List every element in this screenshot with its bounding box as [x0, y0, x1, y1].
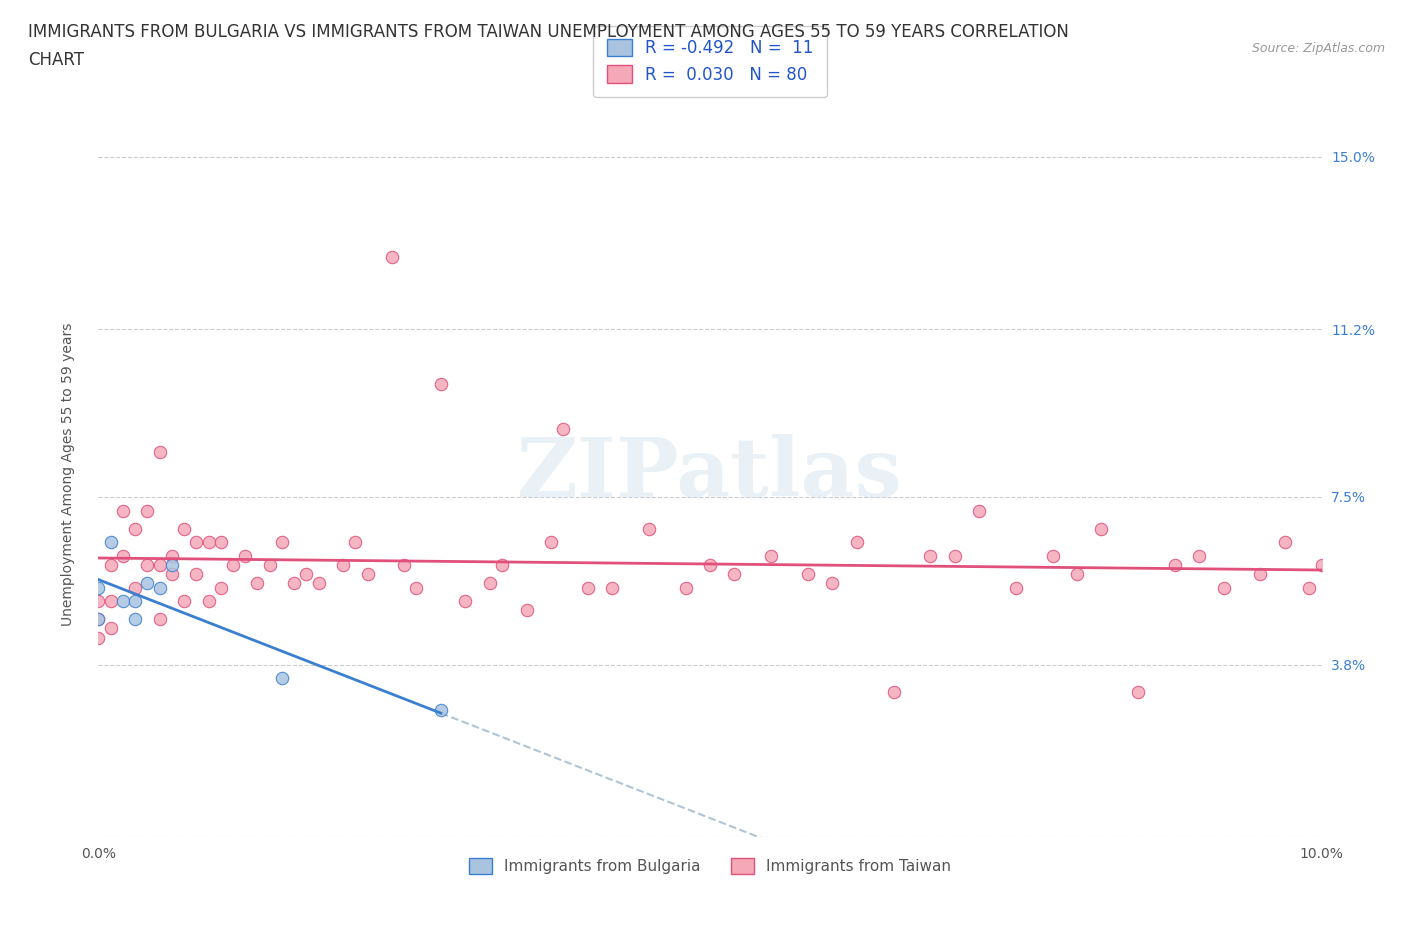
Point [675, 580, 697, 595]
Point [1128, 684, 1150, 699]
Point [160, 566, 183, 581]
Point [87, 612, 110, 627]
Point [270, 535, 292, 550]
Point [1274, 535, 1296, 550]
Point [149, 445, 172, 459]
Point [637, 521, 661, 536]
Point [186, 535, 208, 550]
Point [173, 521, 195, 536]
Point [967, 503, 990, 518]
Point [209, 535, 232, 550]
Point [160, 558, 183, 573]
Point [87, 631, 110, 645]
Point [87, 594, 110, 609]
Point [111, 549, 134, 564]
Point [100, 594, 122, 609]
Point [356, 566, 378, 581]
Point [845, 535, 868, 550]
Point [1004, 580, 1026, 595]
Point [124, 521, 146, 536]
Point [111, 594, 134, 609]
Point [405, 580, 427, 595]
Point [553, 421, 575, 436]
Point [160, 549, 183, 564]
Point [111, 503, 134, 518]
Point [1042, 549, 1064, 564]
Point [149, 580, 172, 595]
Point [600, 580, 623, 595]
Point [1212, 580, 1234, 595]
Point [100, 535, 122, 550]
Point [136, 503, 159, 518]
Point [943, 549, 966, 564]
Point [197, 594, 219, 609]
Point [454, 594, 477, 609]
Point [124, 580, 146, 595]
Point [186, 566, 208, 581]
Text: ZIPatlas: ZIPatlas [517, 434, 903, 514]
Point [1188, 549, 1211, 564]
Point [100, 621, 122, 636]
Point [149, 558, 172, 573]
Point [197, 535, 219, 550]
Point [270, 671, 292, 685]
Point [430, 376, 453, 391]
Text: Source: ZipAtlas.com: Source: ZipAtlas.com [1251, 42, 1385, 55]
Point [295, 566, 318, 581]
Point [797, 566, 820, 581]
Point [344, 535, 367, 550]
Point [283, 576, 305, 591]
Point [100, 558, 122, 573]
Point [1090, 521, 1112, 536]
Point [491, 558, 513, 573]
Point [1298, 580, 1320, 595]
Point [540, 535, 562, 550]
Point [1249, 566, 1271, 581]
Point [1164, 558, 1187, 573]
Point [87, 580, 110, 595]
Legend: Immigrants from Bulgaria, Immigrants from Taiwan: Immigrants from Bulgaria, Immigrants fro… [463, 852, 957, 880]
Point [149, 612, 172, 627]
Point [173, 594, 195, 609]
Text: CHART: CHART [28, 51, 84, 69]
Point [723, 566, 745, 581]
Point [478, 576, 501, 591]
Point [920, 549, 942, 564]
Point [516, 603, 538, 618]
Point [381, 249, 404, 264]
Point [124, 612, 146, 627]
Point [1310, 558, 1333, 573]
Point [124, 594, 146, 609]
Y-axis label: Unemployment Among Ages 55 to 59 years: Unemployment Among Ages 55 to 59 years [60, 323, 75, 626]
Point [233, 549, 256, 564]
Point [246, 576, 269, 591]
Point [699, 558, 721, 573]
Point [209, 580, 232, 595]
Point [392, 558, 416, 573]
Point [1066, 566, 1088, 581]
Point [430, 703, 453, 718]
Point [87, 612, 110, 627]
Point [136, 558, 159, 573]
Point [821, 576, 844, 591]
Point [136, 576, 159, 591]
Point [576, 580, 599, 595]
Point [222, 558, 245, 573]
Point [332, 558, 354, 573]
Point [883, 684, 905, 699]
Point [759, 549, 782, 564]
Point [308, 576, 330, 591]
Point [259, 558, 281, 573]
Text: IMMIGRANTS FROM BULGARIA VS IMMIGRANTS FROM TAIWAN UNEMPLOYMENT AMONG AGES 55 TO: IMMIGRANTS FROM BULGARIA VS IMMIGRANTS F… [28, 23, 1069, 41]
